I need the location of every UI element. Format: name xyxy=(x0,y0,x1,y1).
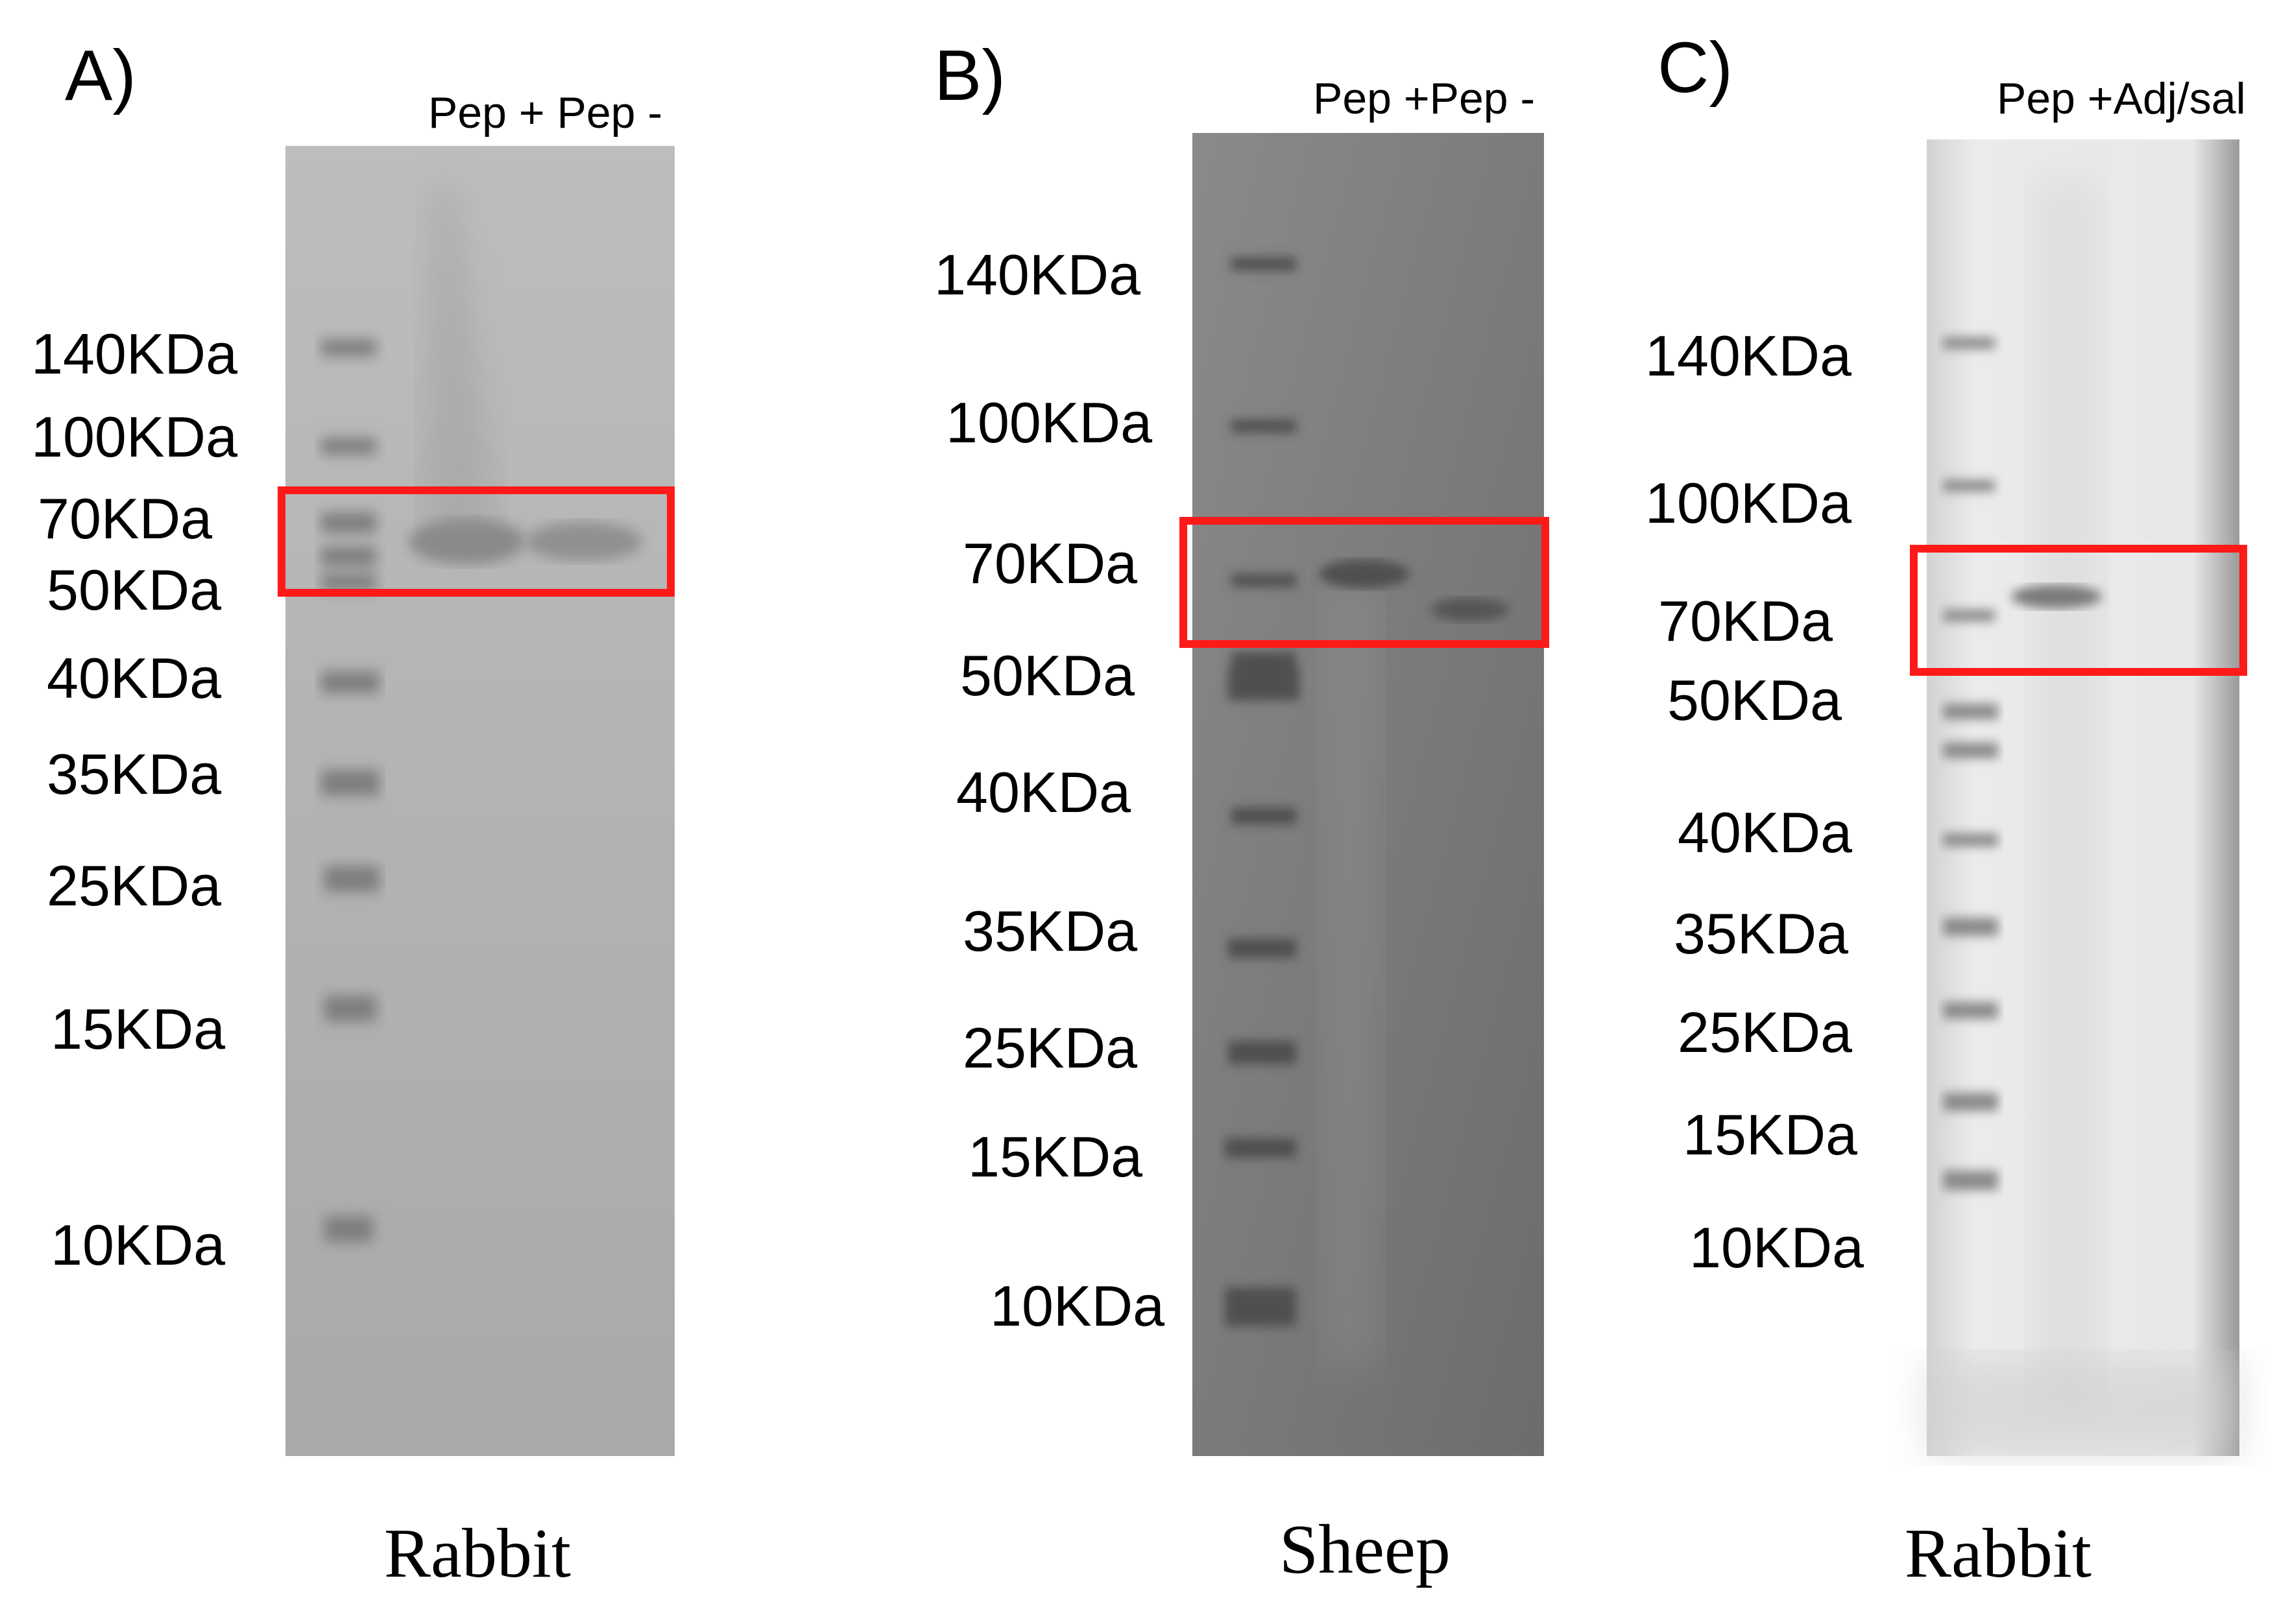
panel-b-marker-70: 70KDa xyxy=(963,531,1138,595)
panel-a-marker-35: 35KDa xyxy=(47,742,222,806)
panel-b-marker-10: 10KDa xyxy=(990,1274,1165,1338)
panel-c-marker-25: 25KDa xyxy=(1678,1000,1853,1064)
panel-c-marker-40: 40KDa xyxy=(1678,800,1853,865)
panel-b-label: B) xyxy=(934,36,1006,115)
panel-b-blot-image xyxy=(1192,133,1544,1456)
panel-c-blot-image xyxy=(1927,139,2239,1456)
panel-a-label: A) xyxy=(65,36,136,115)
panel-a-marker-40: 40KDa xyxy=(47,646,222,710)
panel-a-marker-15: 15KDa xyxy=(51,997,226,1061)
panel-c-marker-50: 50KDa xyxy=(1667,668,1842,732)
panel-b-lane-labels: Pep +Pep - xyxy=(1313,74,1536,123)
panel-a-blot-image xyxy=(285,146,675,1456)
panel-c-highlight-box xyxy=(1910,545,2247,676)
panel-a-marker-70: 70KDa xyxy=(38,486,213,551)
panel-a-marker-10: 10KDa xyxy=(51,1213,226,1277)
panel-a-marker-140: 140KDa xyxy=(31,322,238,386)
panel-c-marker-140: 140KDa xyxy=(1645,324,1852,388)
panel-c-marker-35: 35KDa xyxy=(1674,902,1849,966)
panel-c-label: C) xyxy=(1657,28,1733,108)
panel-a-species-label: Rabbit xyxy=(384,1515,571,1592)
panel-a-marker-25: 25KDa xyxy=(47,854,222,918)
panel-a-marker-100: 100KDa xyxy=(31,405,238,469)
panel-b-marker-25: 25KDa xyxy=(963,1016,1138,1080)
panel-c-species-label: Rabbit xyxy=(1905,1515,2091,1592)
panel-b-marker-140: 140KDa xyxy=(934,243,1141,307)
panel-a-marker-50: 50KDa xyxy=(47,558,222,622)
panel-c-marker-100: 100KDa xyxy=(1645,471,1852,535)
panel-b-marker-15: 15KDa xyxy=(968,1125,1143,1189)
panel-c-marker-70: 70KDa xyxy=(1658,589,1833,653)
panel-b-marker-40: 40KDa xyxy=(956,760,1131,824)
panel-b-species-label: Sheep xyxy=(1279,1511,1451,1588)
panel-c-lane-labels: Pep +Adj/sal xyxy=(1997,74,2246,123)
panel-c-marker-15: 15KDa xyxy=(1683,1103,1858,1167)
panel-a-lane-labels: Pep + Pep - xyxy=(428,88,663,137)
panel-c-marker-10: 10KDa xyxy=(1689,1215,1864,1280)
panel-a-highlight-box xyxy=(278,486,675,597)
panel-b-highlight-box xyxy=(1179,517,1549,648)
panel-b-marker-50: 50KDa xyxy=(960,643,1135,708)
panel-b-marker-35: 35KDa xyxy=(963,899,1138,963)
panel-b-marker-100: 100KDa xyxy=(946,390,1153,455)
